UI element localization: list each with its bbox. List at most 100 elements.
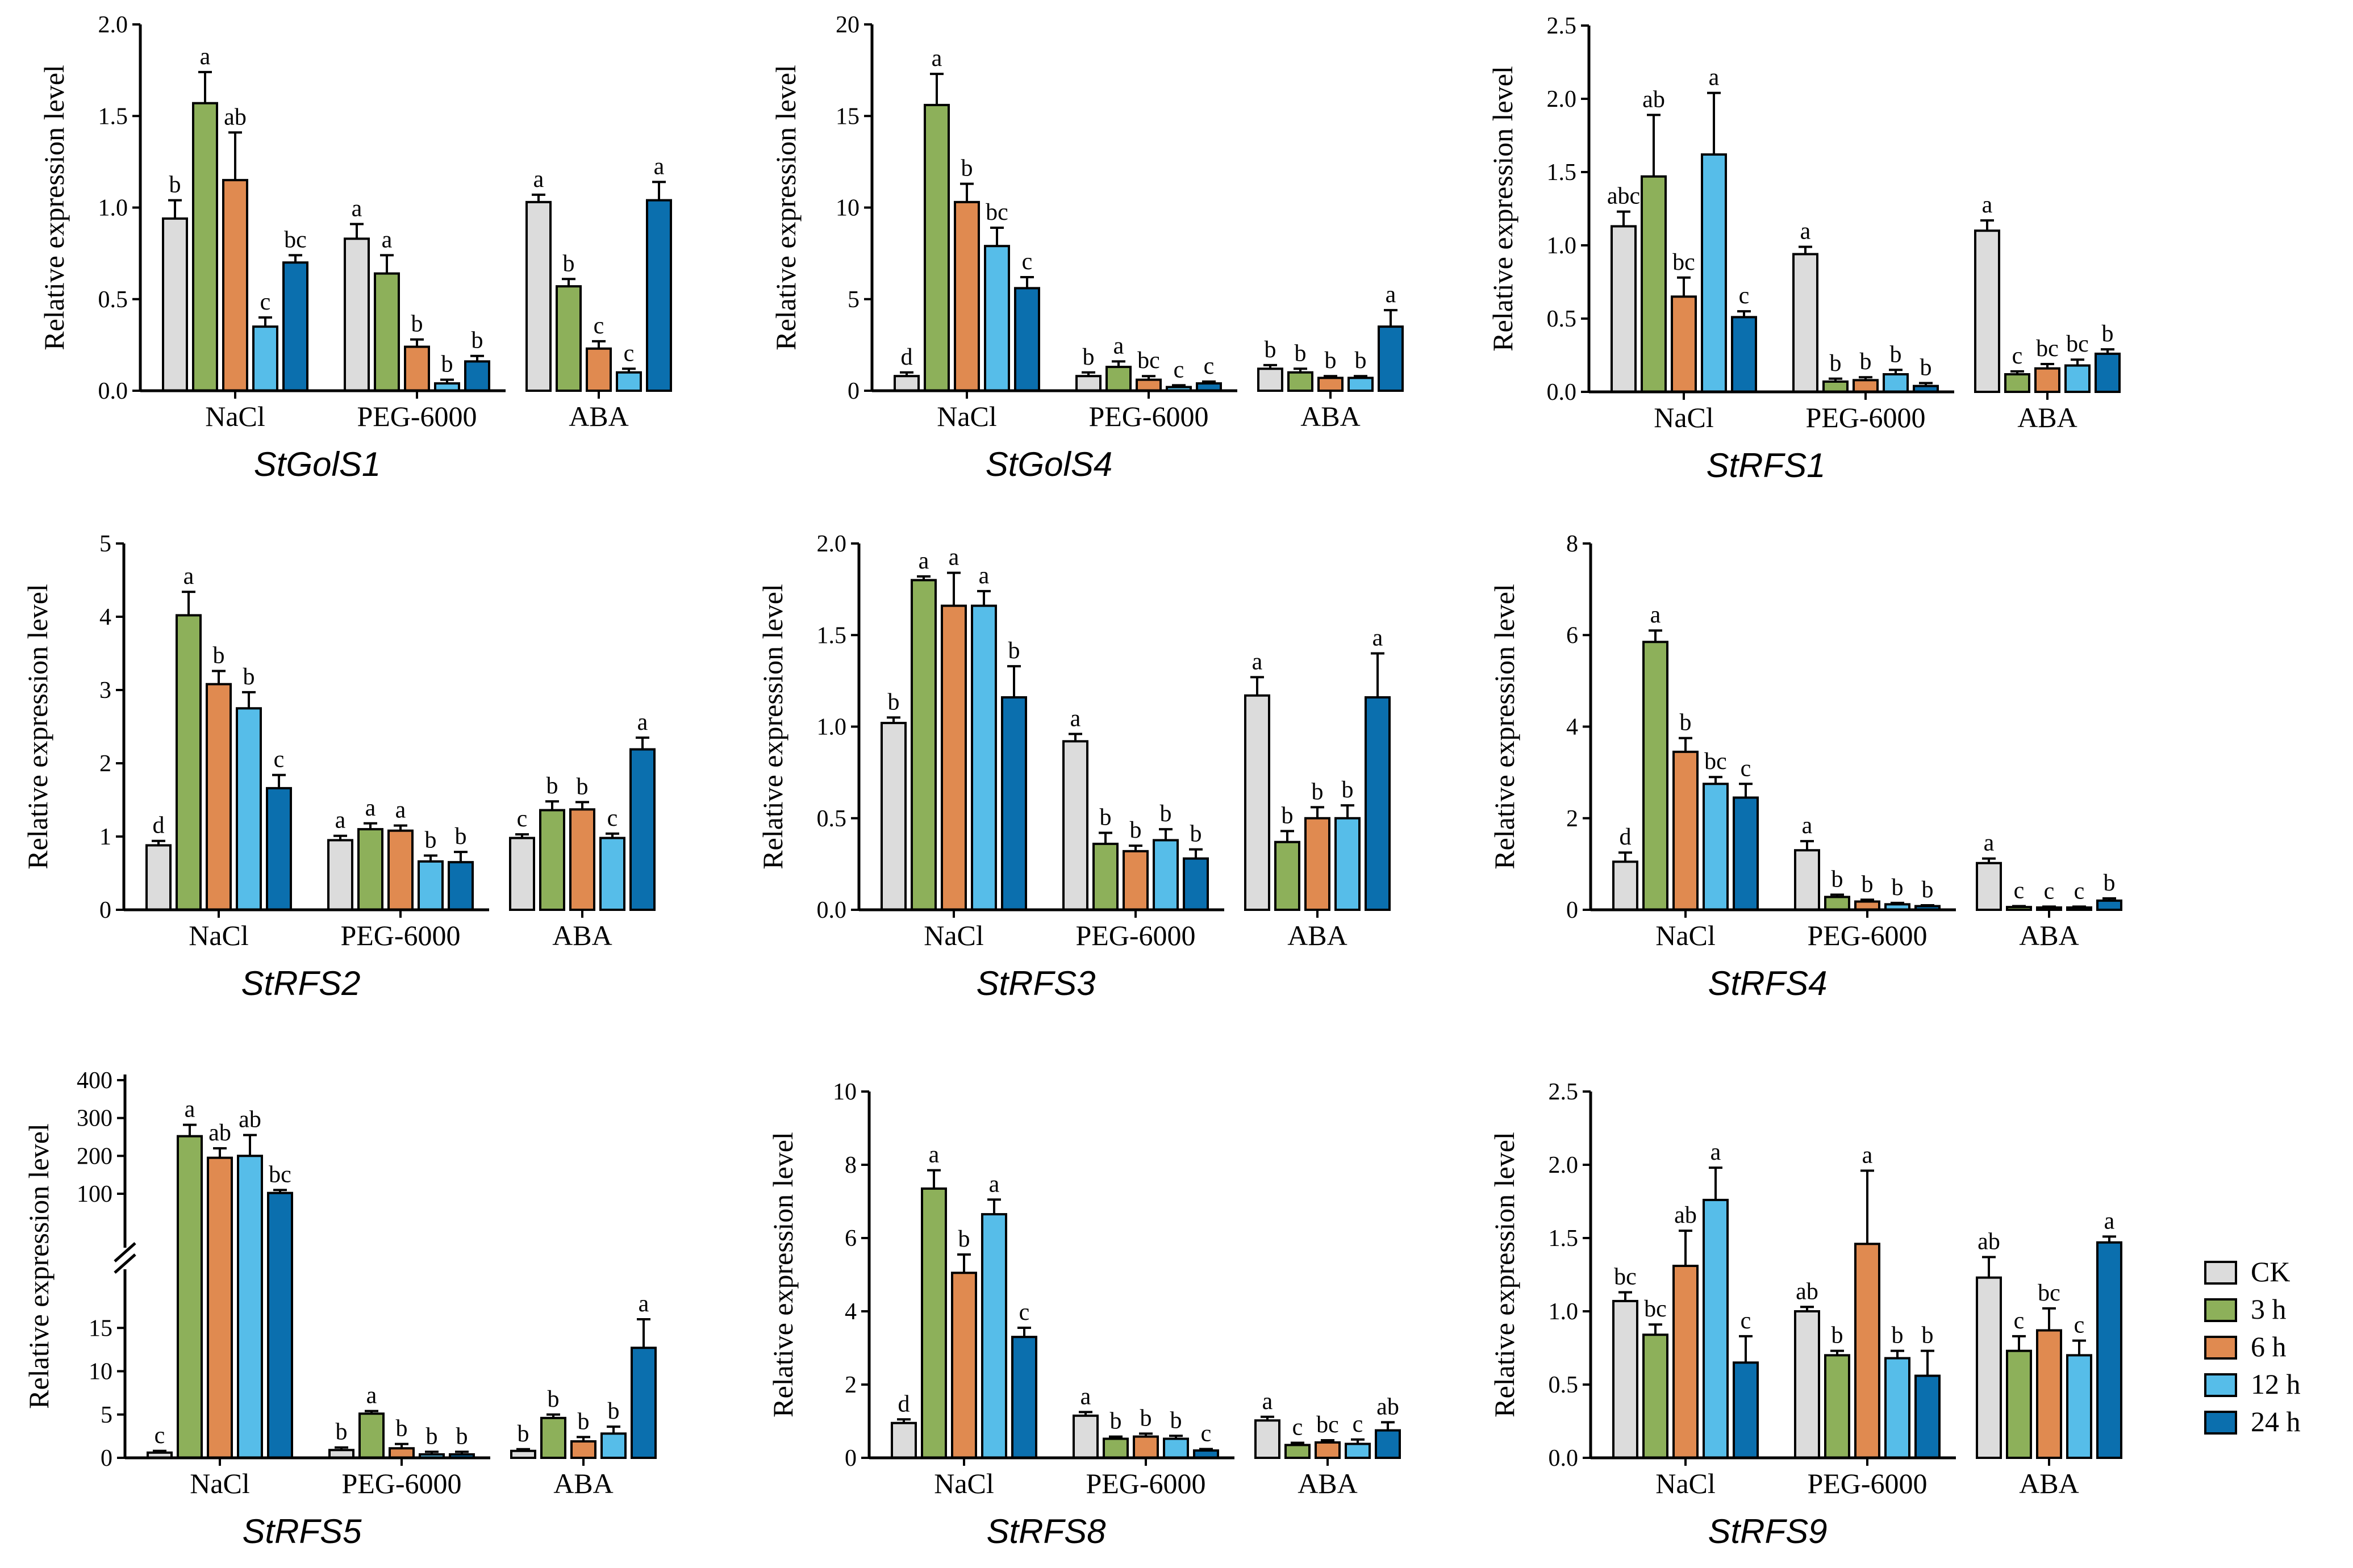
x-category-label: ABA: [1298, 1467, 1358, 1499]
significance-letter: a: [639, 1291, 649, 1317]
y-axis-title: Relative expression level: [1488, 584, 1520, 869]
significance-letter: bc: [986, 199, 1008, 225]
significance-letter: b: [1110, 1408, 1122, 1435]
x-category-label: NaCl: [205, 400, 265, 432]
bar-6h: [387, 829, 414, 911]
bar-CK: [1075, 375, 1102, 392]
significance-letter: a: [185, 1097, 195, 1123]
significance-letter: bc: [2038, 1280, 2060, 1306]
bar-3h: [1103, 1437, 1129, 1459]
x-category-label: NaCl: [1654, 402, 1714, 433]
x-category-label: PEG-6000: [341, 1467, 461, 1499]
chart-title: StRFS5: [242, 1512, 362, 1550]
bar-6h: [1317, 377, 1344, 392]
bar-3h: [357, 828, 383, 911]
x-category-label: ABA: [2019, 1467, 2079, 1499]
bar-3h: [921, 1187, 947, 1460]
bar-12h: [237, 1155, 263, 1460]
y-tick-label: 0.0: [1549, 1445, 1579, 1471]
y-tick-label: 15: [89, 1315, 112, 1341]
x-category-label: PEG-6000: [1075, 919, 1195, 951]
significance-letter: abc: [1607, 183, 1640, 210]
x-category-label: ABA: [1287, 919, 1347, 951]
y-axis-title: Relative expression level: [38, 65, 70, 350]
bar-6h: [1853, 379, 1879, 393]
significance-letter: a: [1080, 1383, 1091, 1410]
legend-label: 12 h: [2251, 1368, 2301, 1400]
significance-letter: a: [949, 545, 959, 571]
y-tick-label: 6: [1566, 622, 1578, 649]
significance-letter: c: [155, 1423, 165, 1449]
y-axis-title: Relative expression level: [1487, 66, 1518, 352]
bar-6h: [2036, 906, 2062, 911]
y-tick-label: 5: [99, 531, 111, 557]
significance-letter: ab: [208, 1120, 231, 1146]
significance-letter: bc: [1644, 1296, 1667, 1322]
bar-3h: [1824, 1354, 1850, 1459]
significance-letter: a: [1710, 1139, 1721, 1165]
significance-letter: a: [929, 1142, 940, 1168]
significance-letter: a: [1650, 602, 1661, 628]
y-tick-label: 300: [77, 1106, 112, 1132]
significance-letter: c: [607, 805, 618, 831]
bar-CK: [1611, 225, 1637, 393]
y-tick-label: 200: [77, 1143, 112, 1169]
significance-letter: ab: [239, 1107, 261, 1133]
significance-letter: a: [2104, 1208, 2115, 1234]
significance-letter: b: [563, 250, 575, 277]
significance-letter: b: [577, 773, 589, 800]
legend: CK 3 h 6 h 12 h 24 h: [2204, 1256, 2301, 1437]
significance-letter: a: [919, 548, 929, 574]
x-category-label: NaCl: [924, 919, 984, 951]
legend-label: CK: [2251, 1256, 2290, 1287]
significance-letter: c: [1741, 755, 1751, 781]
bar-12h: [1334, 817, 1361, 911]
significance-letter: b: [961, 156, 973, 182]
bar-12h: [1884, 1357, 1910, 1460]
bar-CK: [891, 1421, 917, 1460]
bar-6h: [1133, 1435, 1159, 1460]
y-tick-label: 1: [99, 824, 111, 850]
significance-letter: bc: [1137, 348, 1160, 374]
y-tick-label: 0: [1566, 897, 1578, 923]
significance-letter: a: [1982, 192, 1993, 218]
significance-letter: b: [1160, 801, 1172, 827]
bar-6h: [1672, 750, 1699, 911]
significance-letter: b: [169, 172, 181, 198]
significance-letter: c: [1019, 1299, 1030, 1326]
y-tick-label: 2.0: [1549, 1152, 1579, 1178]
x-category-label: ABA: [1300, 400, 1361, 432]
y-tick-label: 0: [845, 1445, 857, 1471]
chart-title: StRFS3: [976, 964, 1095, 1002]
bar-CK: [344, 237, 370, 392]
significance-letter: b: [1355, 348, 1367, 374]
significance-letter: b: [1170, 1407, 1182, 1433]
bar-12h: [252, 325, 278, 392]
bar-CK: [510, 1449, 536, 1460]
significance-letter: b: [2102, 321, 2114, 347]
bar-3h: [374, 272, 400, 392]
y-tick-label: 8: [845, 1152, 857, 1178]
y-tick-label: 1.0: [1549, 1299, 1579, 1325]
significance-letter: c: [2074, 878, 2085, 904]
significance-letter: b: [396, 1416, 408, 1442]
significance-letter: c: [1201, 1421, 1212, 1447]
bar-3h: [2004, 373, 2030, 393]
significance-letter: b: [1140, 1405, 1152, 1431]
significance-letter: b: [578, 1408, 590, 1435]
y-tick-label: 8: [1566, 531, 1578, 557]
significance-letter: a: [183, 563, 194, 589]
y-axis-title: Relative expression level: [767, 1132, 799, 1418]
bar-CK: [1792, 253, 1818, 394]
significance-letter: b: [1830, 350, 1842, 377]
x-category-label: PEG-6000: [1807, 919, 1927, 951]
legend-swatch-3h: [2204, 1298, 2237, 1322]
x-category-label: NaCl: [190, 1467, 250, 1499]
significance-letter: a: [1862, 1142, 1873, 1168]
significance-letter: b: [243, 664, 255, 690]
bar-24h: [2096, 1241, 2122, 1459]
significance-letter: bc: [1672, 249, 1695, 275]
significance-letter: b: [1860, 349, 1872, 375]
